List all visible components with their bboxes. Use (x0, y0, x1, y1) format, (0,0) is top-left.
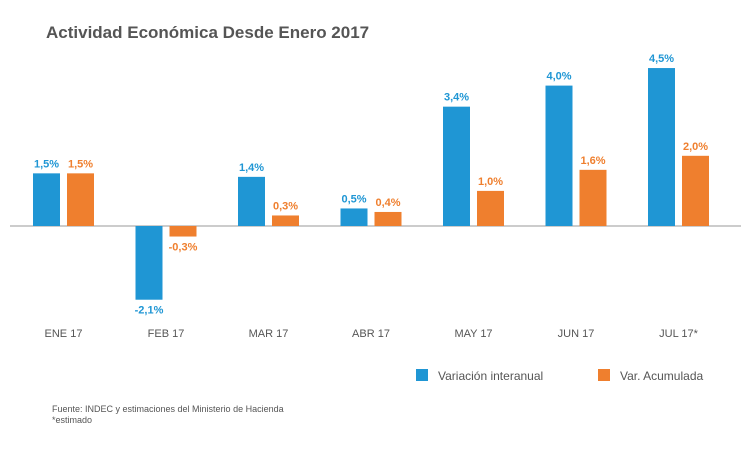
bar-var-acumulada (272, 215, 299, 226)
legend-swatch (598, 369, 610, 381)
data-label: 4,0% (546, 71, 571, 83)
bar-variacion-interanual (238, 176, 265, 226)
bar-var-acumulada (169, 226, 197, 237)
legend-label: Var. Acumulada (620, 369, 703, 383)
bar-variacion-interanual (545, 85, 573, 226)
bar-variacion-interanual (648, 68, 675, 226)
x-tick-label: MAR 17 (249, 328, 289, 340)
bar-variacion-interanual (443, 106, 470, 226)
source-note: Fuente: INDEC y estimaciones del Ministe… (52, 404, 284, 414)
chart-footer: Fuente: INDEC y estimaciones del Ministe… (52, 404, 284, 426)
data-label: 3,4% (444, 92, 469, 104)
data-label: -0,3% (169, 242, 198, 254)
data-label: -2,1% (135, 305, 164, 317)
bar-variacion-interanual (135, 226, 163, 300)
data-label: 0,4% (375, 197, 400, 209)
legend-label: Variación interanual (438, 369, 543, 383)
bar-var-acumulada (67, 173, 94, 226)
data-label: 0,3% (273, 200, 298, 212)
bar-var-acumulada (374, 211, 402, 226)
data-label: 0,5% (341, 193, 366, 205)
data-label: 4,5% (649, 53, 674, 65)
bar-var-acumulada (579, 169, 607, 226)
bar-variacion-interanual (340, 208, 368, 226)
x-tick-label: JUN 17 (558, 328, 595, 340)
x-tick-label: ABR 17 (352, 328, 390, 340)
x-tick-label: ENE 17 (45, 328, 83, 340)
legend-swatch (416, 369, 428, 381)
data-label: 2,0% (683, 141, 708, 153)
data-label: 1,6% (580, 155, 605, 167)
estimate-note: *estimado (52, 415, 93, 425)
chart-title: Actividad Económica Desde Enero 2017 (46, 23, 370, 42)
x-tick-label: MAY 17 (454, 328, 492, 340)
x-tick-label: FEB 17 (148, 328, 185, 340)
bar-var-acumulada (682, 155, 709, 226)
x-tick-label: JUL 17* (659, 328, 698, 340)
data-label: 1,0% (478, 176, 503, 188)
data-label: 1,4% (239, 162, 264, 174)
data-label: 1,5% (68, 158, 93, 170)
bar-var-acumulada (477, 190, 504, 226)
bar-variacion-interanual (33, 173, 60, 226)
data-label: 1,5% (34, 158, 59, 170)
